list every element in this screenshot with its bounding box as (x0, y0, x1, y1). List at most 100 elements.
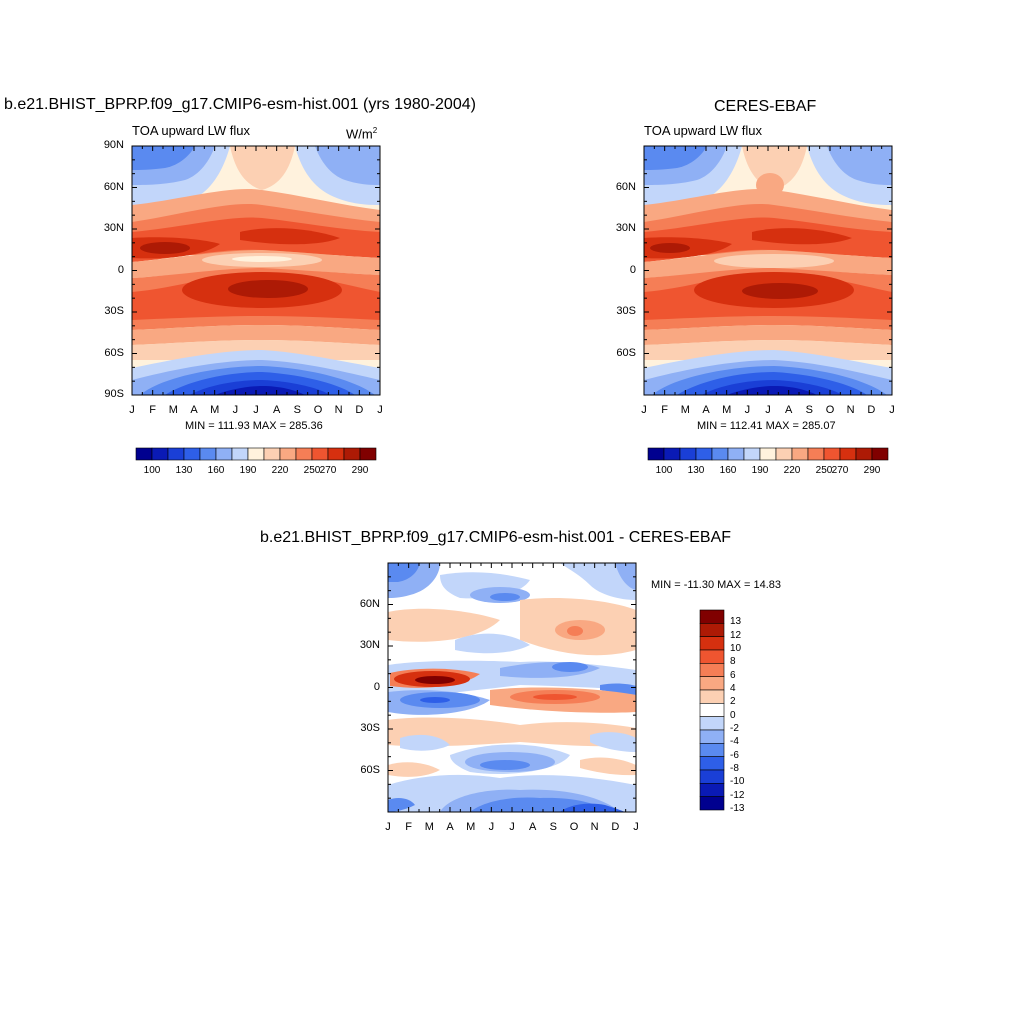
y-tick-label: 0 (373, 680, 380, 693)
colorbar-label: 160 (207, 465, 225, 476)
x-tick-label: J (385, 821, 391, 833)
y-tick-label: 90N (103, 139, 124, 151)
model-contour-field (132, 146, 380, 395)
colorbar-label: 130 (687, 465, 705, 476)
colorbar-box (247, 447, 265, 461)
x-tick-label: J (765, 404, 771, 416)
x-tick-label: J (253, 404, 259, 416)
diff-colorbar-box (699, 623, 725, 637)
x-tick-label: D (355, 404, 364, 416)
x-tick-label: F (149, 404, 157, 416)
colorbar-box (711, 447, 729, 461)
colorbar-label: 290 (351, 465, 369, 476)
y-tick-label: 30N (359, 639, 380, 651)
x-tick-label: A (446, 821, 454, 833)
colorbar-box (839, 447, 857, 461)
diff-colorbar-label: -8 (730, 763, 739, 774)
x-tick-label: M (680, 404, 690, 416)
x-tick-label: M (722, 404, 732, 416)
colorbar-label: 190 (239, 465, 257, 476)
colorbar-box (647, 447, 665, 461)
diff-stats: MIN = -11.30 MAX = 14.83 (651, 579, 782, 591)
diff-colorbar-box (699, 796, 725, 811)
x-tick-label: O (825, 404, 835, 416)
x-tick-label: F (661, 404, 669, 416)
colorbar-box (871, 447, 889, 461)
y-tick-label: 60N (103, 180, 124, 193)
diff-colorbar-label: 8 (730, 656, 736, 668)
diff-colorbar-label: -2 (730, 723, 739, 734)
diff-colorbar-label: 10 (730, 643, 742, 654)
colorbar-label: 160 (719, 465, 737, 476)
diff-colorbar-box (699, 716, 725, 731)
x-tick-label: M (424, 821, 434, 833)
colorbar-box (151, 447, 169, 461)
obs-title: CERES-EBAF (714, 98, 817, 115)
model-title: b.e21.BHIST_BPRP.f09_g17.CMIP6-esm-hist.… (4, 96, 476, 113)
colorbar-box (199, 447, 217, 461)
x-tick-label: N (846, 404, 855, 416)
y-tick-label: 30N (103, 222, 124, 234)
diff-colorbar-box (699, 636, 725, 651)
diff-colorbar-box (699, 663, 725, 677)
colorbar-label: 190 (751, 465, 769, 476)
x-tick-label: S (549, 821, 557, 833)
obs-subtitle: TOA upward LW flux (644, 123, 763, 138)
diff-colorbar-label: 6 (730, 669, 736, 681)
x-tick-label: A (272, 404, 281, 416)
diff-colorbar-label: -4 (730, 736, 739, 748)
colorbar-box (807, 447, 825, 461)
diff-colorbar-box (699, 609, 725, 624)
colorbar-box (743, 447, 761, 461)
colorbar-box (679, 447, 697, 461)
x-tick-label: O (313, 404, 323, 416)
colorbars (135, 447, 889, 811)
x-tick-label: J (488, 821, 495, 833)
x-tick-label: S (293, 404, 301, 416)
y-tick-label: 60N (615, 180, 636, 193)
model-subtitle: TOA upward LW flux (132, 123, 251, 138)
x-tick-label: D (611, 821, 620, 833)
diff-colorbar-label: 4 (730, 683, 736, 694)
colorbar-box (167, 447, 185, 461)
colorbar-box (695, 447, 713, 461)
colorbar-box (215, 447, 233, 461)
diff-colorbar-box (699, 756, 725, 771)
x-tick-label: J (744, 404, 751, 416)
colorbar-label: 100 (143, 465, 161, 476)
colorbar-label: 250 (303, 465, 321, 476)
colorbar-box (343, 447, 361, 461)
colorbar-box (263, 447, 281, 461)
units-base: W/m (346, 126, 373, 142)
colorbar-label: 220 (783, 465, 801, 476)
colorbar-box (359, 447, 377, 461)
diff-colorbar-box (699, 689, 725, 704)
y-tick-label: 60S (616, 346, 636, 359)
colorbar-label: 130 (175, 465, 193, 476)
x-tick-label: M (168, 404, 178, 416)
x-tick-label: A (528, 821, 537, 833)
y-tick-label: 0 (117, 263, 124, 276)
colorbar-box (135, 447, 153, 461)
obs-stats: MIN = 112.41 MAX = 285.07 (697, 420, 836, 432)
diff-colorbar-label: 12 (730, 629, 742, 641)
model-units: W/m2 (346, 126, 377, 141)
diff-colorbar-label: 2 (730, 696, 736, 708)
diff-colorbar-box (699, 783, 725, 797)
y-tick-label: 30S (104, 305, 124, 317)
diff-colorbar-label: 13 (730, 616, 742, 628)
colorbar-box (327, 447, 345, 461)
colorbar-box (823, 447, 841, 461)
diff-colorbar-box (699, 676, 725, 691)
axis-ticks (131, 145, 893, 812)
diff-colorbar-label: -6 (730, 749, 739, 761)
colorbar-box (231, 447, 249, 461)
diff-colorbar-label: 0 (730, 709, 736, 721)
x-tick-label: J (889, 404, 895, 416)
y-tick-label: 60S (104, 346, 124, 359)
y-tick-label: 60S (360, 763, 380, 776)
colorbar-label: 270 (831, 465, 849, 476)
x-tick-label: J (377, 404, 383, 416)
units-exponent: 2 (372, 126, 378, 135)
x-tick-label: J (509, 821, 515, 833)
